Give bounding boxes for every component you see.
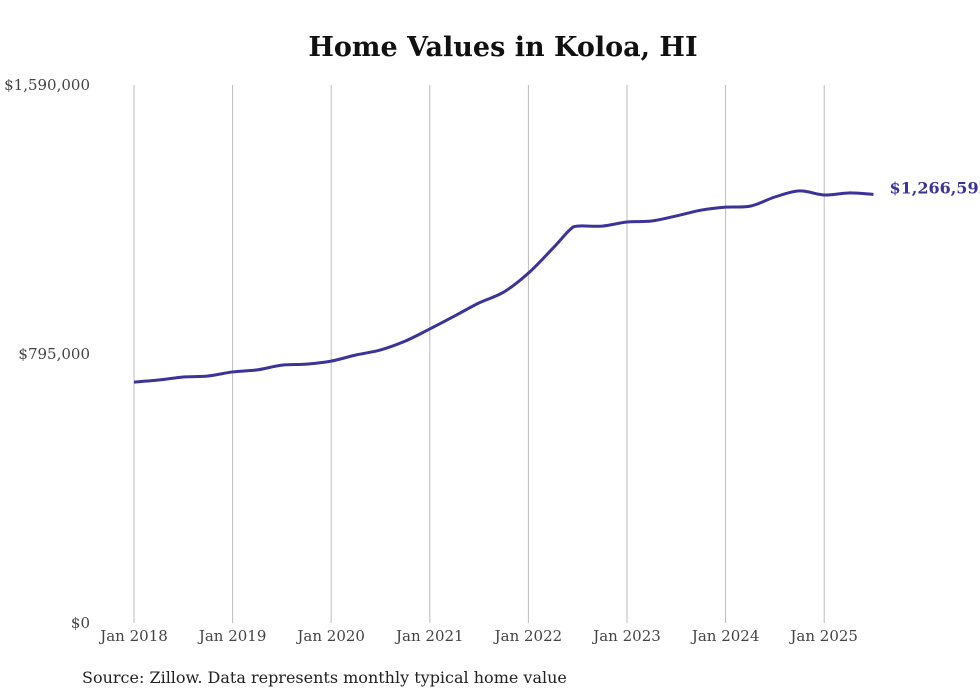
x-tick-label: Jan 2021 [394,627,464,645]
x-tick-label: Jan 2024 [690,627,760,645]
y-tick-label: $795,000 [18,345,90,363]
series-line [133,189,874,384]
x-tick-label: Jan 2019 [197,627,267,645]
chart-title: Home Values in Koloa, HI [308,32,698,63]
x-tick-label: Jan 2022 [493,627,563,645]
x-tick-label: Jan 2018 [98,627,168,645]
x-tick-label: Jan 2025 [788,627,858,645]
y-tick-label: $0 [71,614,90,632]
source-note: Source: Zillow. Data represents monthly … [82,668,567,687]
x-tick-label: Jan 2023 [591,627,661,645]
y-tick-label: $1,590,000 [4,76,90,94]
x-tick-label: Jan 2020 [295,627,365,645]
end-value-label: $1,266,592 [890,178,980,197]
